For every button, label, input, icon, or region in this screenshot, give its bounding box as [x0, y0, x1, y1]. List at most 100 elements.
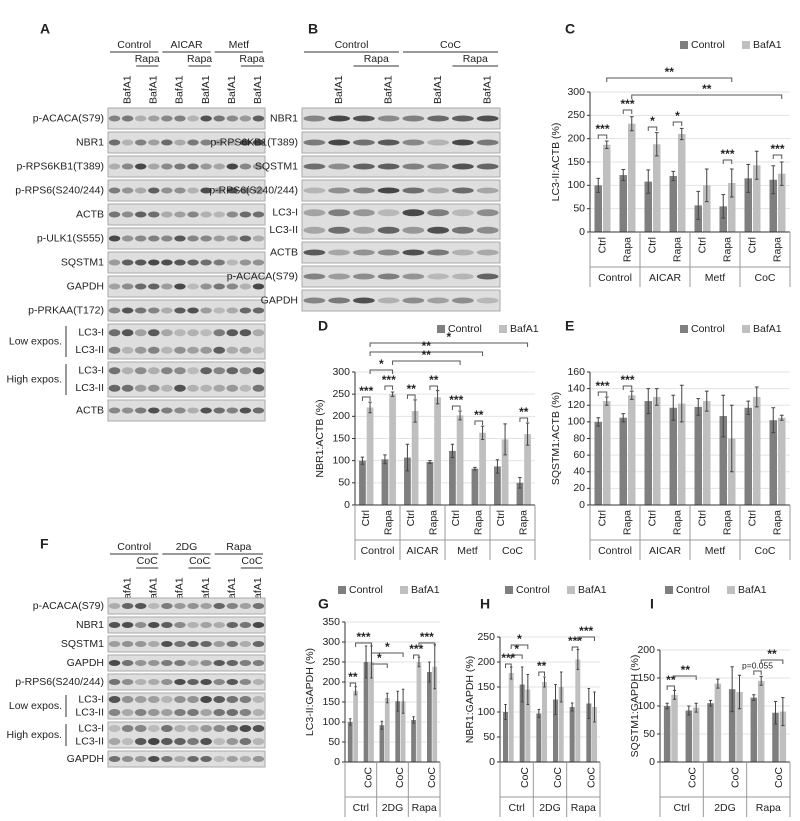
y-tick-label: 200 — [332, 410, 350, 422]
significance-label: *** — [620, 373, 634, 387]
x-tick-label: CoC — [686, 767, 698, 788]
sub-label: Rapa — [463, 53, 488, 65]
band — [148, 163, 160, 170]
band — [121, 407, 134, 414]
error-bar — [364, 645, 368, 679]
bar — [384, 698, 390, 762]
band — [148, 259, 160, 266]
significance-bracket — [510, 644, 529, 649]
group-label: Ctrl — [508, 802, 524, 814]
error-bar — [596, 417, 601, 427]
band — [200, 329, 212, 337]
x-tick-label: Ctrl — [746, 237, 758, 253]
error-bar — [654, 132, 659, 157]
band — [187, 738, 199, 745]
band — [187, 641, 199, 647]
band — [187, 367, 199, 375]
band — [328, 297, 351, 304]
band — [252, 725, 265, 732]
error-bar — [621, 168, 626, 182]
band — [402, 273, 425, 280]
band — [402, 249, 425, 256]
band — [239, 329, 252, 337]
error-bar — [360, 456, 365, 465]
band — [200, 235, 212, 242]
sub-label: CoC — [137, 555, 158, 567]
bar — [594, 421, 602, 505]
error-bar — [721, 194, 726, 219]
bar — [778, 417, 786, 505]
band — [252, 329, 265, 337]
error-bar — [480, 425, 485, 440]
y-tick-label: 200 — [637, 644, 655, 656]
error-bar — [604, 396, 609, 406]
x-tick-label: Rapa — [518, 510, 530, 535]
band — [148, 756, 160, 762]
error-bar — [629, 116, 634, 132]
legend-swatch — [727, 586, 735, 594]
band — [187, 235, 199, 242]
band — [226, 407, 239, 414]
band — [451, 163, 474, 170]
band — [121, 622, 134, 628]
significance-label: ** — [422, 348, 432, 362]
band — [200, 139, 212, 146]
band — [200, 384, 212, 392]
band — [226, 641, 239, 647]
x-tick-label: Rapa — [671, 237, 683, 262]
band — [239, 709, 252, 716]
band — [121, 738, 134, 745]
band — [226, 738, 239, 745]
x-tick-label: CoC — [552, 767, 564, 788]
band — [148, 367, 160, 375]
band — [303, 226, 326, 234]
legend-label: Control — [349, 584, 383, 596]
x-tick-label: CoC — [394, 767, 406, 788]
significance-label: * — [675, 109, 680, 123]
band — [121, 307, 134, 314]
row-label: ACTB — [76, 404, 104, 416]
band — [200, 211, 212, 218]
lane-label: BafA1 — [200, 75, 212, 104]
row-label: NBR1 — [76, 619, 104, 631]
error-bar — [401, 688, 405, 714]
bar — [669, 407, 677, 505]
band — [174, 346, 186, 354]
band — [427, 297, 450, 304]
y-tick-label: 100 — [567, 179, 585, 191]
band — [161, 603, 173, 609]
band — [451, 115, 474, 122]
error-bar — [716, 678, 720, 689]
legend-swatch — [499, 325, 507, 333]
band — [402, 139, 425, 146]
x-tick-label: Rapa — [621, 510, 633, 535]
band — [213, 139, 225, 146]
significance-bracket — [510, 654, 523, 659]
band — [200, 283, 212, 290]
lane-label: BafA1 — [174, 75, 186, 104]
band — [108, 679, 121, 685]
bar — [592, 707, 597, 762]
error-bar — [543, 676, 546, 688]
group-label: AICAR — [170, 39, 203, 51]
band — [161, 738, 173, 745]
significance-label: ** — [666, 673, 676, 687]
bar — [353, 690, 358, 762]
row-label: p-PRKAA(T172) — [28, 304, 104, 316]
error-bar — [629, 390, 634, 400]
y-tick-label: 0 — [489, 756, 495, 768]
error-bar — [754, 386, 759, 408]
error-bar — [696, 398, 701, 416]
y-tick-label: 150 — [332, 432, 350, 444]
band — [226, 163, 239, 170]
legend-swatch — [680, 325, 688, 333]
band — [476, 226, 499, 234]
band — [402, 297, 425, 304]
row-label: p-RPS6KB1(T389) — [210, 136, 298, 148]
blot-strip — [107, 399, 266, 422]
band — [252, 235, 265, 242]
band — [252, 115, 265, 122]
bar — [363, 662, 369, 762]
legend-label: Control — [691, 323, 725, 335]
band — [108, 235, 121, 242]
